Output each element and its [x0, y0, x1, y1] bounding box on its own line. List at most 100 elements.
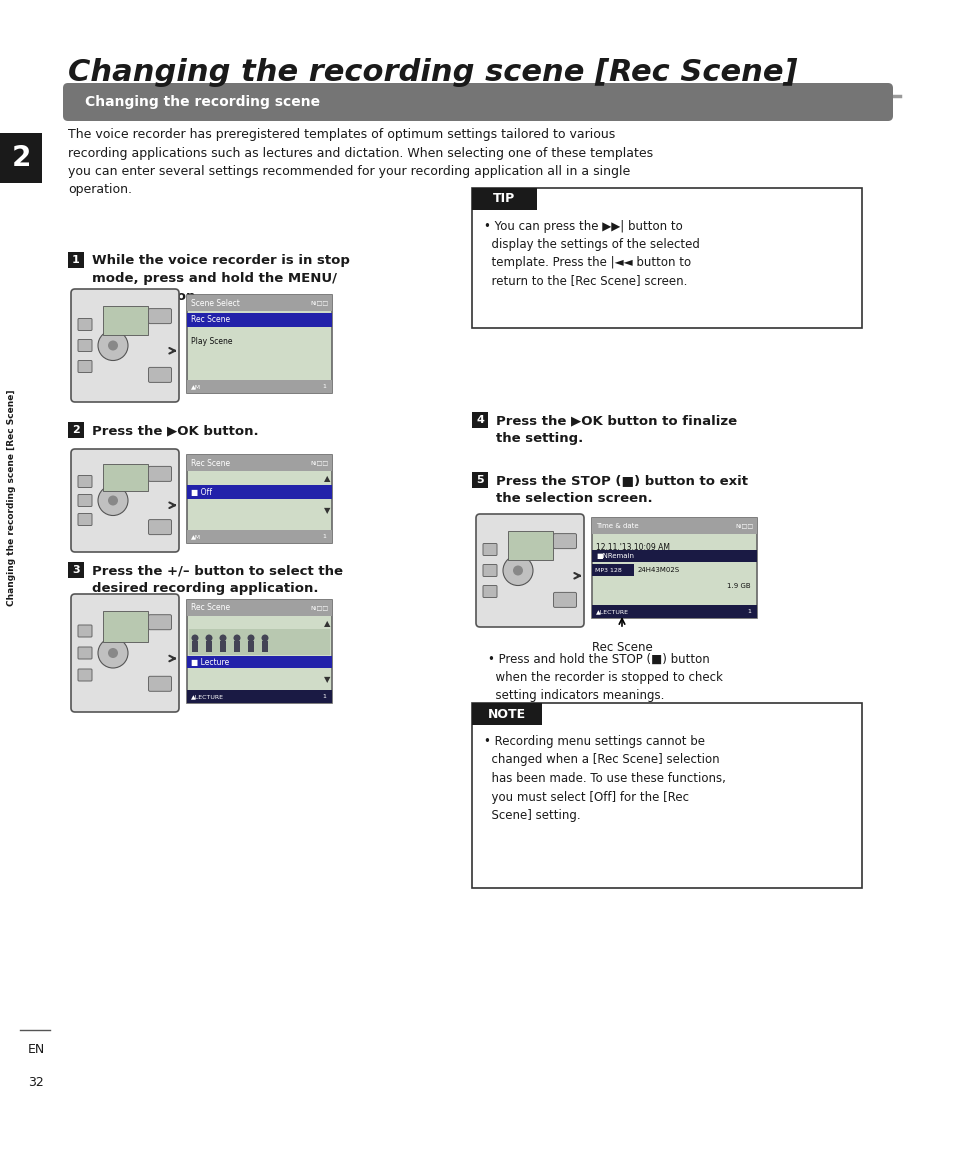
FancyBboxPatch shape	[78, 647, 91, 659]
Bar	[592, 518, 757, 534]
Text: Scene Select: Scene Select	[191, 299, 239, 308]
Text: 1.9 GB: 1.9 GB	[726, 582, 750, 589]
Text: Rec Scene: Rec Scene	[191, 459, 230, 468]
FancyBboxPatch shape	[149, 520, 172, 535]
Text: 1: 1	[322, 384, 326, 389]
Bar	[192, 642, 198, 652]
Bar	[187, 690, 332, 703]
Circle shape	[247, 635, 254, 642]
Circle shape	[502, 556, 533, 586]
Circle shape	[98, 485, 128, 515]
Text: EN: EN	[28, 1043, 45, 1056]
Text: • You can press the ▶▶| button to
  display the settings of the selected
  templ: • You can press the ▶▶| button to displa…	[483, 220, 700, 287]
Bar	[68, 422, 84, 438]
FancyBboxPatch shape	[78, 513, 91, 526]
FancyBboxPatch shape	[71, 449, 179, 552]
Bar	[187, 530, 332, 543]
Text: ▲: ▲	[324, 620, 330, 629]
Bar	[187, 600, 332, 703]
Text: 2: 2	[11, 144, 30, 173]
FancyBboxPatch shape	[78, 360, 91, 373]
Text: ▲: ▲	[324, 475, 330, 484]
FancyBboxPatch shape	[149, 676, 172, 691]
Text: ▲LECTURE: ▲LECTURE	[191, 694, 224, 699]
Bar	[472, 188, 862, 328]
Circle shape	[108, 340, 118, 351]
Text: Changing the recording scene [Rec Scene]: Changing the recording scene [Rec Scene]	[8, 390, 16, 607]
Text: 3: 3	[72, 565, 80, 576]
FancyBboxPatch shape	[71, 290, 179, 402]
FancyBboxPatch shape	[149, 467, 172, 482]
Text: 1: 1	[72, 255, 80, 265]
Text: Rec Scene: Rec Scene	[591, 642, 652, 654]
Bar	[68, 252, 84, 267]
FancyBboxPatch shape	[553, 593, 576, 608]
Bar	[220, 642, 226, 652]
Bar	[103, 306, 148, 335]
Circle shape	[219, 635, 226, 642]
FancyBboxPatch shape	[78, 669, 91, 681]
Text: Ni□□: Ni□□	[310, 461, 328, 466]
Text: • Press and hold the STOP (■) button
  when the recorder is stopped to check
  s: • Press and hold the STOP (■) button whe…	[488, 653, 722, 702]
FancyBboxPatch shape	[476, 514, 583, 626]
Text: Ni□□: Ni□□	[734, 523, 753, 528]
Bar	[103, 464, 148, 491]
Bar	[187, 380, 332, 393]
FancyBboxPatch shape	[78, 625, 91, 637]
Bar	[472, 412, 488, 428]
Bar	[103, 611, 148, 642]
Text: Press the STOP (■) button to exit
the selection screen.: Press the STOP (■) button to exit the se…	[496, 474, 747, 505]
Circle shape	[192, 635, 198, 642]
Circle shape	[98, 330, 128, 360]
FancyBboxPatch shape	[78, 494, 91, 506]
Bar	[262, 642, 268, 652]
Text: 1: 1	[322, 534, 326, 538]
Bar	[472, 703, 541, 725]
Bar	[189, 629, 330, 655]
Bar	[592, 564, 634, 576]
Text: ▲M: ▲M	[191, 384, 201, 389]
Text: ■ Lecture: ■ Lecture	[191, 658, 229, 667]
Bar	[187, 485, 332, 499]
Text: Rec Scene: Rec Scene	[191, 603, 230, 613]
Bar	[472, 472, 488, 488]
Bar	[187, 313, 332, 327]
Text: 4: 4	[476, 415, 483, 425]
Bar	[0, 133, 42, 183]
FancyBboxPatch shape	[71, 594, 179, 712]
Text: Time & date: Time & date	[596, 523, 638, 529]
Text: MP3 128: MP3 128	[595, 567, 621, 572]
Bar	[507, 530, 553, 560]
FancyBboxPatch shape	[553, 534, 576, 549]
Text: ▼: ▼	[324, 675, 330, 684]
Text: While the voice recorder is in stop
mode, press and hold the MENU/
SCENE button.: While the voice recorder is in stop mode…	[91, 254, 350, 303]
Text: ▲LECTURE: ▲LECTURE	[596, 609, 628, 614]
Bar	[187, 455, 332, 471]
FancyBboxPatch shape	[482, 543, 497, 556]
Text: Press the ▶OK button.: Press the ▶OK button.	[91, 424, 258, 437]
FancyBboxPatch shape	[78, 339, 91, 352]
Text: Rec Scene: Rec Scene	[191, 315, 230, 324]
FancyBboxPatch shape	[482, 564, 497, 577]
Bar	[592, 604, 757, 618]
FancyBboxPatch shape	[482, 586, 497, 598]
FancyBboxPatch shape	[149, 367, 172, 382]
Bar	[187, 600, 332, 616]
Text: Changing the recording scene: Changing the recording scene	[85, 95, 320, 109]
Text: ▼: ▼	[324, 506, 330, 515]
Text: Ni□□: Ni□□	[310, 606, 328, 610]
Text: Changing the recording scene [Rec Scene]: Changing the recording scene [Rec Scene]	[68, 58, 797, 87]
FancyBboxPatch shape	[149, 308, 172, 323]
Bar	[187, 295, 332, 312]
Text: Play Scene: Play Scene	[191, 337, 233, 345]
Bar	[248, 642, 253, 652]
Circle shape	[233, 635, 240, 642]
Text: 1: 1	[322, 694, 326, 699]
Text: 2: 2	[72, 425, 80, 435]
Text: 12.11.'13.10:09 AM: 12.11.'13.10:09 AM	[596, 543, 669, 552]
Bar	[187, 655, 332, 668]
Text: NOTE: NOTE	[487, 708, 525, 720]
Bar	[206, 642, 212, 652]
Bar	[592, 550, 757, 562]
Text: Press the ▶OK button to finalize
the setting.: Press the ▶OK button to finalize the set…	[496, 415, 737, 445]
